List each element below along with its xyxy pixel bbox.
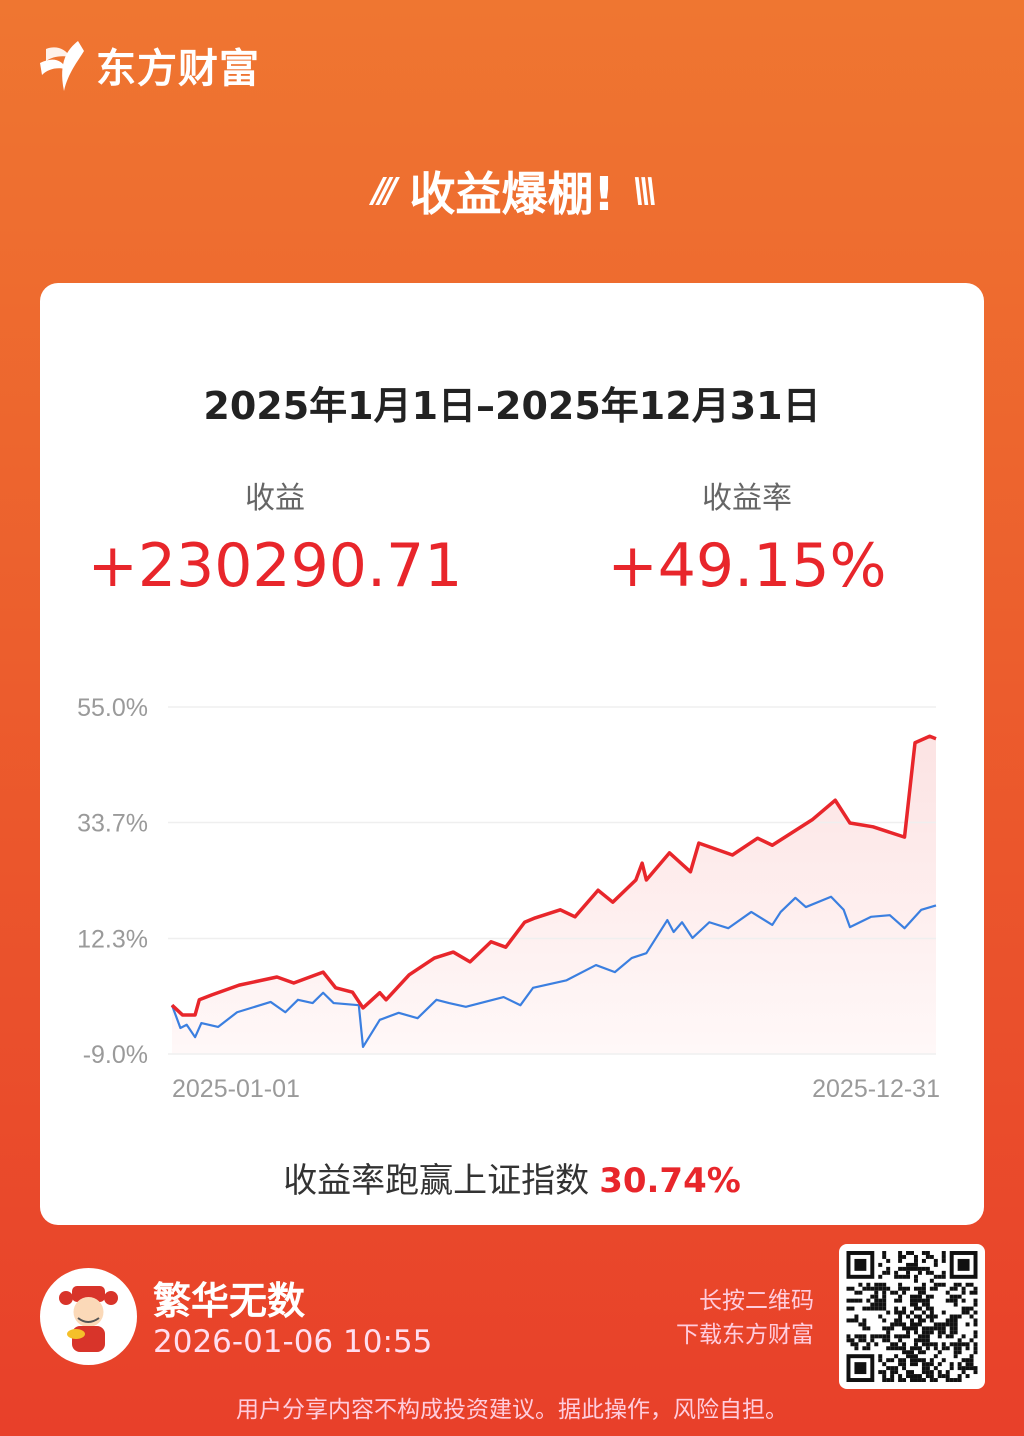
period-range: 2025年1月1日–2025年12月31日 xyxy=(203,384,821,428)
x-tick-label: 2025-12-31 xyxy=(812,1075,940,1103)
y-tick-label: 55.0% xyxy=(77,694,148,722)
brand-feather-icon xyxy=(40,41,84,91)
brand-name: 东方财富 xyxy=(96,46,260,92)
user-name: 繁华无数 xyxy=(153,1279,306,1323)
download-hint-line1: 长按二维码 xyxy=(699,1288,814,1314)
rate-value: +49.15% xyxy=(607,531,887,601)
disclaimer: 用户分享内容不构成投资建议。据此操作，风险自担。 xyxy=(236,1397,788,1423)
x-tick-label: 2025-01-01 xyxy=(172,1075,300,1103)
avatar[interactable] xyxy=(40,1268,137,1365)
qr-code-icon xyxy=(846,1251,978,1382)
beat-value: 30.74% xyxy=(599,1161,741,1201)
returns-chart: 55.0% 33.7% 12.3% -9.0% 2025-01-01 2025-12-31 xyxy=(77,694,940,1103)
beat-label: 收益率跑赢上证指数 xyxy=(283,1161,590,1201)
right-slashes-decoration: \\\ xyxy=(632,171,657,211)
returns-card: 2025年1月1日–2025年12月31日 收益 +230290.71 收益率 … xyxy=(40,283,984,1225)
headline-title: 收益爆棚! xyxy=(409,167,615,221)
portfolio-area-fill xyxy=(172,736,936,1054)
profit-value: +230290.71 xyxy=(87,531,463,601)
index-return-line xyxy=(170,895,937,1049)
god-of-wealth-avatar-icon xyxy=(59,1286,118,1352)
y-tick-label: -9.0% xyxy=(83,1041,148,1069)
y-tick-label: 12.3% xyxy=(77,926,148,954)
beat-index-summary: 收益率跑赢上证指数 30.74% xyxy=(40,1153,984,1202)
left-slashes-decoration: /// xyxy=(372,171,397,211)
rate-label: 收益率 xyxy=(702,481,792,516)
download-qr-code[interactable] xyxy=(839,1244,985,1389)
download-hint: 长按二维码 下载东方财富 xyxy=(676,1284,814,1352)
portfolio-return-line xyxy=(170,734,937,1017)
profit-stat: 收益 +230290.71 xyxy=(65,473,485,601)
headline: /// 收益爆棚! \\\ xyxy=(0,158,1024,224)
profit-label: 收益 xyxy=(245,481,305,516)
brand-logo: 东方财富 xyxy=(38,36,260,94)
share-time: 2026-01-06 10:55 xyxy=(153,1324,433,1360)
rate-stat: 收益率 +49.15% xyxy=(537,473,957,601)
y-tick-label: 33.7% xyxy=(77,809,148,837)
download-hint-line2: 下载东方财富 xyxy=(676,1322,814,1348)
